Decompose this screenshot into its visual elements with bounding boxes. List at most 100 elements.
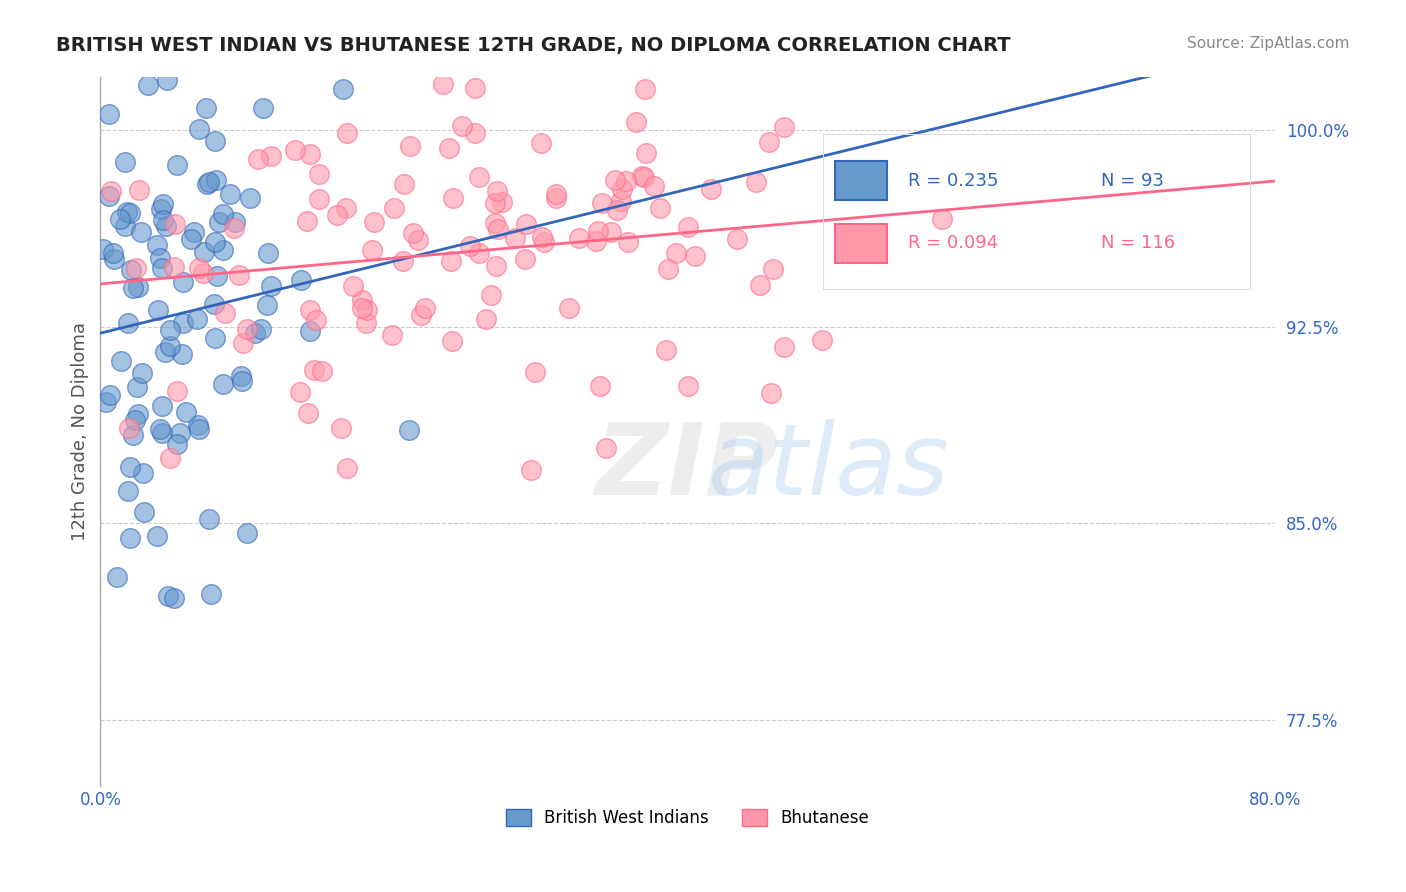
British West Indians <box>188 421 211 435</box>
Bhutanese <box>486 221 509 235</box>
British West Indians <box>110 354 132 368</box>
Bhutanese <box>643 179 665 194</box>
British West Indians <box>205 173 228 187</box>
Bhutanese <box>467 246 489 260</box>
Bhutanese <box>568 231 591 245</box>
British West Indians <box>212 207 235 221</box>
British West Indians <box>202 296 225 310</box>
Bhutanese <box>591 196 613 211</box>
Bhutanese <box>163 260 186 275</box>
British West Indians <box>98 388 121 402</box>
British West Indians <box>122 281 145 295</box>
British West Indians <box>224 215 246 229</box>
British West Indians <box>155 219 177 234</box>
British West Indians <box>150 202 173 216</box>
British West Indians <box>127 280 149 294</box>
Bhutanese <box>188 261 211 276</box>
British West Indians <box>108 211 131 226</box>
Bhutanese <box>100 184 122 198</box>
Bhutanese <box>394 177 416 191</box>
Bhutanese <box>382 201 405 215</box>
British West Indians <box>204 331 226 345</box>
British West Indians <box>290 273 312 287</box>
Bhutanese <box>413 301 436 315</box>
Bhutanese <box>491 195 513 210</box>
Bhutanese <box>232 335 254 350</box>
Bhutanese <box>758 135 780 149</box>
Text: ZIP: ZIP <box>596 418 779 516</box>
Bhutanese <box>588 379 610 393</box>
British West Indians <box>249 322 271 336</box>
British West Indians <box>124 413 146 427</box>
British West Indians <box>120 262 142 277</box>
British West Indians <box>129 225 152 239</box>
British West Indians <box>231 374 253 388</box>
British West Indians <box>159 323 181 337</box>
Bhutanese <box>398 138 420 153</box>
Bhutanese <box>485 259 508 273</box>
British West Indians <box>156 72 179 87</box>
British West Indians <box>188 121 211 136</box>
Bhutanese <box>531 229 554 244</box>
Bhutanese <box>773 340 796 354</box>
Bhutanese <box>634 82 657 96</box>
British West Indians <box>260 279 283 293</box>
Bhutanese <box>228 268 250 282</box>
British West Indians <box>118 531 141 545</box>
British West Indians <box>186 312 208 326</box>
British West Indians <box>194 101 217 115</box>
British West Indians <box>166 158 188 172</box>
Bhutanese <box>614 174 637 188</box>
British West Indians <box>94 395 117 409</box>
Bhutanese <box>546 191 568 205</box>
British West Indians <box>98 107 121 121</box>
British West Indians <box>150 399 173 413</box>
Bhutanese <box>773 120 796 135</box>
Bhutanese <box>402 226 425 240</box>
Bhutanese <box>305 313 328 327</box>
Bhutanese <box>392 253 415 268</box>
Bhutanese <box>600 225 623 239</box>
British West Indians <box>195 177 218 191</box>
Bhutanese <box>631 169 654 183</box>
Bhutanese <box>665 246 688 260</box>
Bhutanese <box>458 238 481 252</box>
Bhutanese <box>633 169 655 184</box>
British West Indians <box>114 219 136 233</box>
British West Indians <box>183 225 205 239</box>
Bhutanese <box>464 126 486 140</box>
Bhutanese <box>515 252 537 266</box>
British West Indians <box>231 369 253 384</box>
Bhutanese <box>616 235 638 249</box>
Bhutanese <box>336 126 359 140</box>
British West Indians <box>153 345 176 359</box>
Bhutanese <box>299 147 322 161</box>
British West Indians <box>146 302 169 317</box>
British West Indians <box>136 78 159 92</box>
British West Indians <box>103 246 125 260</box>
British West Indians <box>107 569 129 583</box>
British West Indians <box>172 317 194 331</box>
Bhutanese <box>676 219 699 234</box>
Bhutanese <box>515 217 537 231</box>
British West Indians <box>166 437 188 451</box>
Bhutanese <box>683 250 706 264</box>
Bhutanese <box>432 78 454 92</box>
Bhutanese <box>745 175 768 189</box>
Bhutanese <box>484 216 506 230</box>
British West Indians <box>103 252 125 266</box>
Bhutanese <box>302 363 325 377</box>
Bhutanese <box>441 191 464 205</box>
British West Indians <box>132 467 155 481</box>
Bhutanese <box>533 235 555 249</box>
British West Indians <box>243 326 266 341</box>
Bhutanese <box>439 140 461 154</box>
British West Indians <box>125 380 148 394</box>
Bhutanese <box>558 301 581 315</box>
British West Indians <box>172 275 194 289</box>
Bhutanese <box>298 303 321 318</box>
Bhutanese <box>931 211 953 226</box>
British West Indians <box>193 244 215 259</box>
British West Indians <box>170 347 193 361</box>
Bhutanese <box>624 114 647 128</box>
